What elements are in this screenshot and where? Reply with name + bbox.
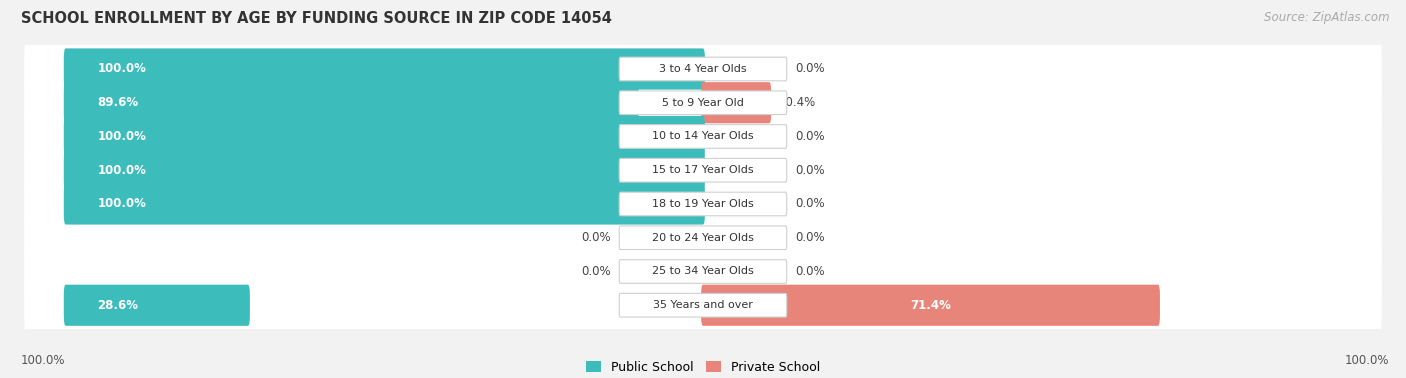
FancyBboxPatch shape	[24, 107, 1382, 167]
Text: 0.0%: 0.0%	[796, 265, 825, 278]
FancyBboxPatch shape	[63, 183, 704, 225]
Text: 71.4%: 71.4%	[910, 299, 950, 312]
FancyBboxPatch shape	[619, 57, 787, 81]
Text: 0.0%: 0.0%	[581, 231, 610, 244]
FancyBboxPatch shape	[702, 82, 772, 123]
FancyBboxPatch shape	[24, 140, 1382, 200]
Text: 100.0%: 100.0%	[21, 354, 66, 367]
FancyBboxPatch shape	[63, 285, 250, 326]
FancyBboxPatch shape	[619, 192, 787, 216]
Text: 25 to 34 Year Olds: 25 to 34 Year Olds	[652, 266, 754, 276]
Text: 5 to 9 Year Old: 5 to 9 Year Old	[662, 98, 744, 108]
Text: 3 to 4 Year Olds: 3 to 4 Year Olds	[659, 64, 747, 74]
Text: 100.0%: 100.0%	[97, 197, 146, 211]
FancyBboxPatch shape	[619, 293, 787, 317]
Text: Source: ZipAtlas.com: Source: ZipAtlas.com	[1264, 11, 1389, 24]
Text: 20 to 24 Year Olds: 20 to 24 Year Olds	[652, 233, 754, 243]
Text: 35 Years and over: 35 Years and over	[652, 300, 754, 310]
Text: 15 to 17 Year Olds: 15 to 17 Year Olds	[652, 165, 754, 175]
Legend: Public School, Private School: Public School, Private School	[586, 361, 820, 373]
FancyBboxPatch shape	[63, 82, 638, 123]
FancyBboxPatch shape	[24, 39, 1382, 99]
FancyBboxPatch shape	[619, 158, 787, 182]
FancyBboxPatch shape	[63, 150, 704, 191]
FancyBboxPatch shape	[24, 275, 1382, 335]
Text: 0.0%: 0.0%	[796, 231, 825, 244]
FancyBboxPatch shape	[619, 226, 787, 249]
FancyBboxPatch shape	[24, 73, 1382, 133]
Text: 100.0%: 100.0%	[97, 62, 146, 76]
Text: 0.0%: 0.0%	[581, 265, 610, 278]
Text: 100.0%: 100.0%	[97, 164, 146, 177]
FancyBboxPatch shape	[63, 116, 704, 157]
Text: 0.0%: 0.0%	[796, 62, 825, 76]
Text: 89.6%: 89.6%	[97, 96, 139, 109]
Text: 18 to 19 Year Olds: 18 to 19 Year Olds	[652, 199, 754, 209]
Text: 10 to 14 Year Olds: 10 to 14 Year Olds	[652, 132, 754, 141]
Text: 0.0%: 0.0%	[796, 130, 825, 143]
Text: 100.0%: 100.0%	[1344, 354, 1389, 367]
FancyBboxPatch shape	[24, 242, 1382, 302]
FancyBboxPatch shape	[619, 91, 787, 115]
FancyBboxPatch shape	[619, 125, 787, 148]
FancyBboxPatch shape	[702, 285, 1160, 326]
Text: 0.0%: 0.0%	[796, 164, 825, 177]
FancyBboxPatch shape	[619, 260, 787, 283]
Text: SCHOOL ENROLLMENT BY AGE BY FUNDING SOURCE IN ZIP CODE 14054: SCHOOL ENROLLMENT BY AGE BY FUNDING SOUR…	[21, 11, 612, 26]
Text: 100.0%: 100.0%	[97, 130, 146, 143]
Text: 10.4%: 10.4%	[779, 96, 815, 109]
FancyBboxPatch shape	[24, 208, 1382, 268]
FancyBboxPatch shape	[63, 48, 704, 90]
Text: 28.6%: 28.6%	[97, 299, 139, 312]
Text: 0.0%: 0.0%	[796, 197, 825, 211]
FancyBboxPatch shape	[24, 174, 1382, 234]
